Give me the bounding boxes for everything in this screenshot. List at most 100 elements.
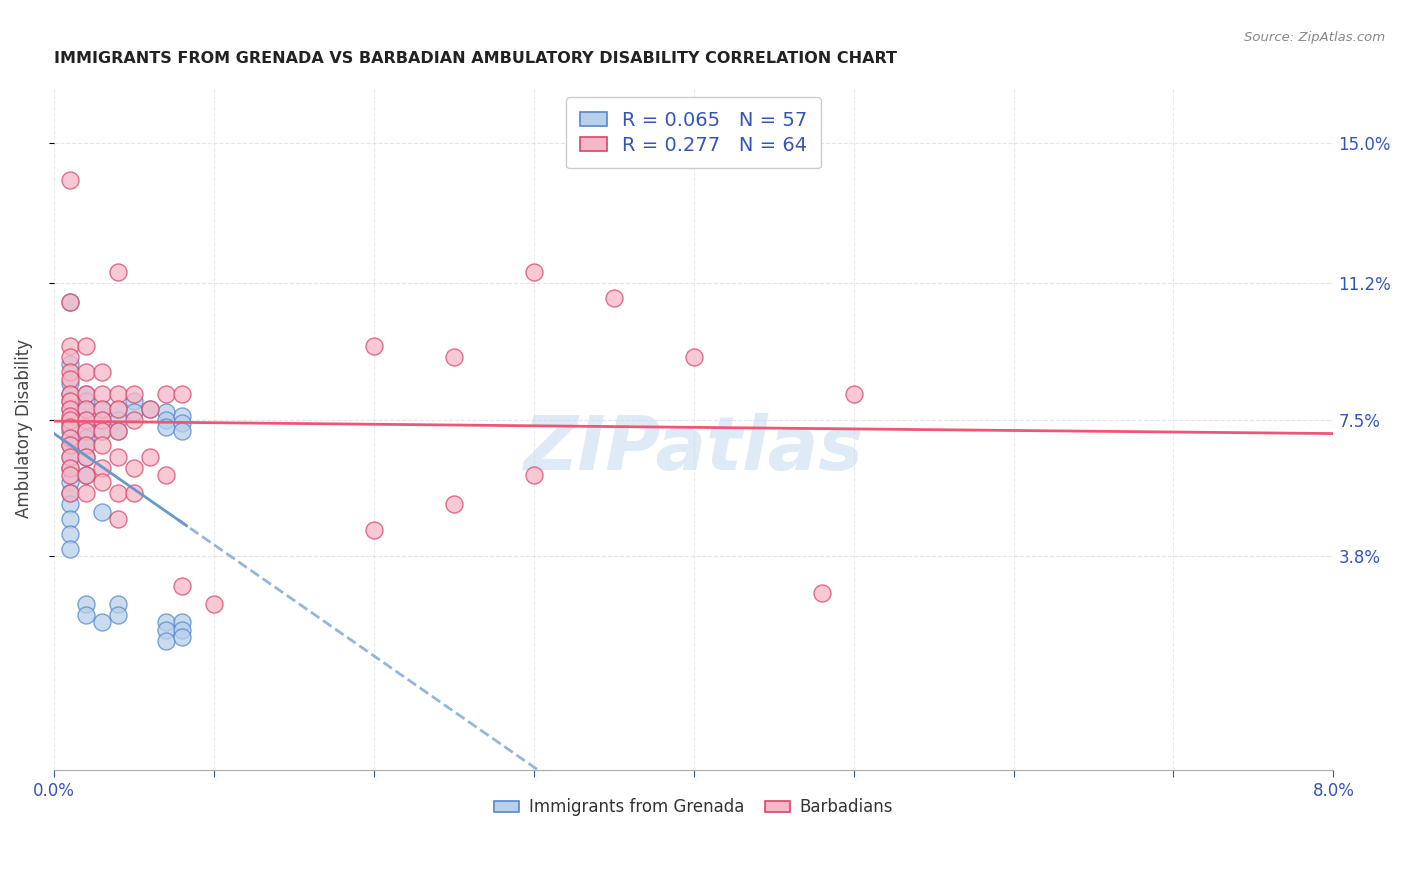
- Point: [75, 412, 97, 426]
- Point: [75, 424, 97, 438]
- Point: [59, 294, 82, 309]
- Point: [139, 401, 162, 416]
- Point: [202, 597, 225, 611]
- Point: [75, 424, 97, 438]
- Point: [170, 409, 193, 423]
- Point: [170, 630, 193, 644]
- Point: [682, 350, 704, 364]
- Point: [75, 467, 97, 482]
- Point: [90, 475, 112, 490]
- Point: [155, 467, 177, 482]
- Point: [59, 409, 82, 423]
- Point: [59, 401, 82, 416]
- Point: [107, 401, 129, 416]
- Point: [602, 291, 624, 305]
- Point: [122, 460, 145, 475]
- Point: [363, 523, 385, 537]
- Point: [59, 386, 82, 401]
- Point: [90, 386, 112, 401]
- Point: [155, 405, 177, 419]
- Point: [75, 401, 97, 416]
- Point: [90, 424, 112, 438]
- Point: [75, 467, 97, 482]
- Point: [59, 541, 82, 556]
- Point: [75, 438, 97, 452]
- Point: [155, 623, 177, 637]
- Point: [443, 350, 465, 364]
- Point: [363, 339, 385, 353]
- Point: [155, 615, 177, 630]
- Point: [810, 586, 832, 600]
- Point: [90, 412, 112, 426]
- Point: [122, 405, 145, 419]
- Point: [59, 412, 82, 426]
- Point: [75, 386, 97, 401]
- Point: [107, 486, 129, 500]
- Point: [59, 512, 82, 526]
- Point: [59, 401, 82, 416]
- Point: [107, 424, 129, 438]
- Point: [155, 634, 177, 648]
- Point: [107, 412, 129, 426]
- Point: [170, 417, 193, 431]
- Point: [170, 424, 193, 438]
- Point: [139, 401, 162, 416]
- Point: [107, 401, 129, 416]
- Point: [107, 424, 129, 438]
- Point: [59, 417, 82, 431]
- Point: [155, 420, 177, 434]
- Point: [122, 412, 145, 426]
- Point: [59, 357, 82, 371]
- Text: Source: ZipAtlas.com: Source: ZipAtlas.com: [1244, 31, 1385, 45]
- Point: [90, 424, 112, 438]
- Point: [107, 386, 129, 401]
- Point: [75, 394, 97, 409]
- Point: [443, 498, 465, 512]
- Point: [155, 412, 177, 426]
- Y-axis label: Ambulatory Disability: Ambulatory Disability: [15, 339, 32, 518]
- Point: [75, 431, 97, 445]
- Point: [107, 265, 129, 279]
- Point: [59, 394, 82, 409]
- Point: [59, 339, 82, 353]
- Point: [59, 420, 82, 434]
- Point: [59, 438, 82, 452]
- Point: [59, 467, 82, 482]
- Point: [59, 527, 82, 541]
- Point: [59, 460, 82, 475]
- Point: [90, 615, 112, 630]
- Point: [59, 486, 82, 500]
- Point: [139, 450, 162, 464]
- Point: [122, 386, 145, 401]
- Point: [155, 386, 177, 401]
- Point: [59, 173, 82, 187]
- Point: [75, 386, 97, 401]
- Text: ZIPatlas: ZIPatlas: [523, 413, 863, 486]
- Point: [523, 467, 546, 482]
- Point: [75, 438, 97, 452]
- Point: [59, 450, 82, 464]
- Point: [170, 386, 193, 401]
- Point: [122, 486, 145, 500]
- Point: [59, 386, 82, 401]
- Point: [107, 512, 129, 526]
- Point: [59, 365, 82, 379]
- Point: [75, 339, 97, 353]
- Point: [90, 505, 112, 519]
- Point: [90, 401, 112, 416]
- Point: [90, 365, 112, 379]
- Point: [59, 438, 82, 452]
- Point: [107, 608, 129, 623]
- Point: [75, 608, 97, 623]
- Point: [75, 450, 97, 464]
- Point: [122, 394, 145, 409]
- Point: [59, 498, 82, 512]
- Point: [59, 486, 82, 500]
- Point: [59, 412, 82, 426]
- Point: [59, 376, 82, 390]
- Point: [59, 475, 82, 490]
- Point: [170, 615, 193, 630]
- Point: [75, 401, 97, 416]
- Point: [59, 350, 82, 364]
- Point: [75, 420, 97, 434]
